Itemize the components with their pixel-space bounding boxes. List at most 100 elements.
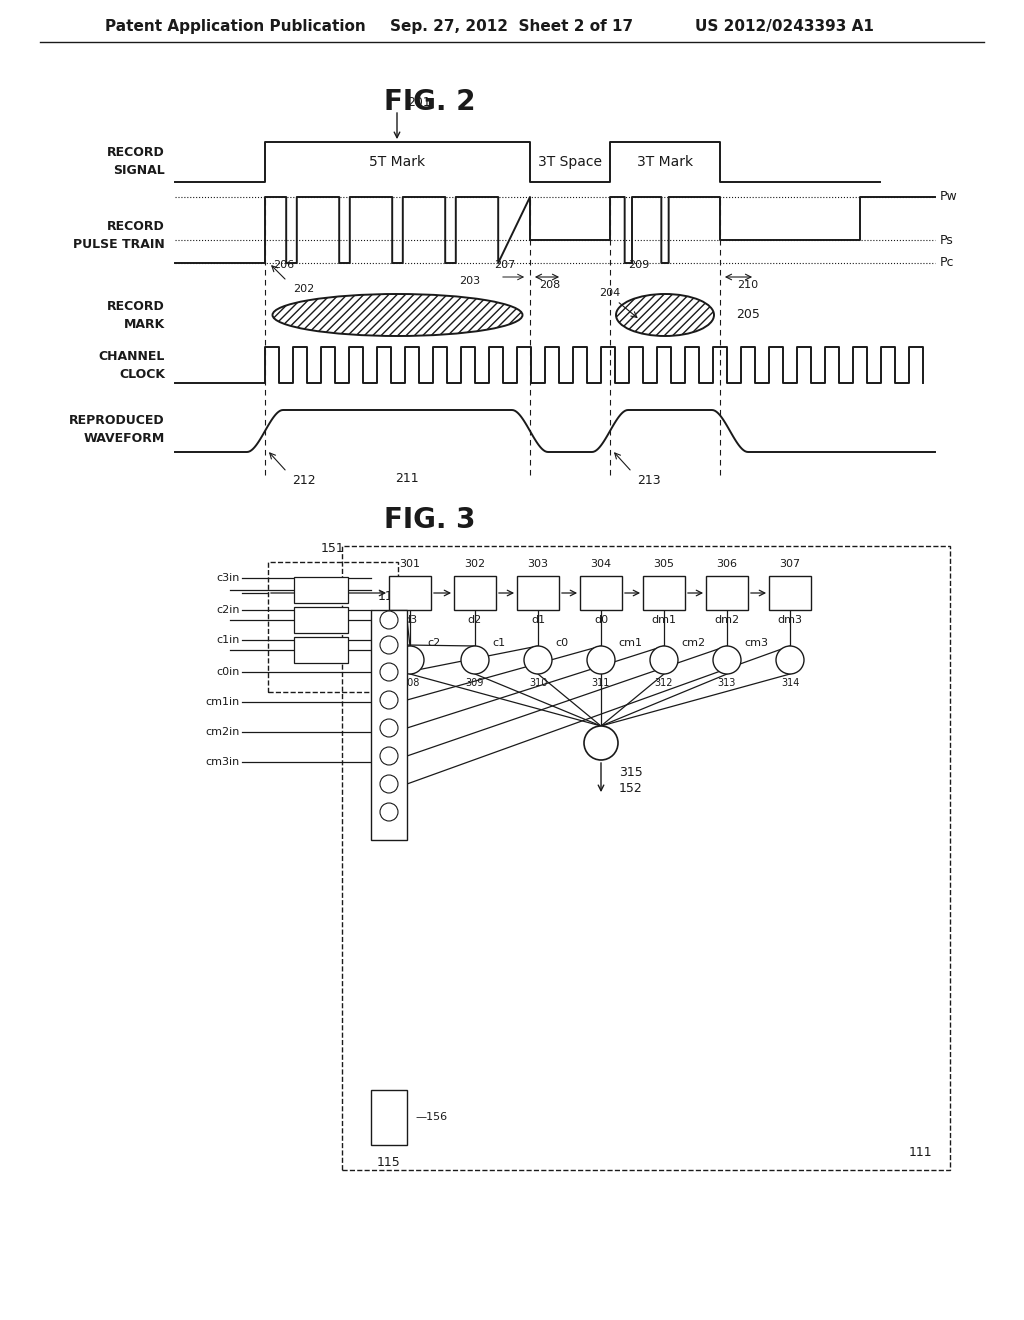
Text: cm2in: cm2in: [206, 727, 240, 737]
Text: c2: c2: [427, 638, 440, 648]
Text: 204: 204: [599, 288, 621, 298]
Text: 302: 302: [465, 558, 485, 569]
Text: —156: —156: [415, 1113, 447, 1122]
Text: 313: 313: [718, 678, 736, 688]
Text: 307: 307: [779, 558, 801, 569]
Text: 314: 314: [781, 678, 799, 688]
Text: Pw: Pw: [940, 190, 957, 203]
Circle shape: [524, 645, 552, 675]
Text: D: D: [595, 586, 607, 601]
Circle shape: [380, 663, 398, 681]
Bar: [371, 1090, 407, 1144]
Text: RECORD
MARK: RECORD MARK: [108, 300, 165, 330]
Bar: [580, 576, 622, 610]
Text: 213: 213: [637, 474, 660, 487]
Text: D: D: [404, 586, 416, 601]
Text: d0: d0: [594, 615, 608, 624]
Text: 151: 151: [322, 541, 345, 554]
Text: c0in: c0in: [217, 667, 240, 677]
Text: cm3in: cm3in: [206, 756, 240, 767]
Text: 304: 304: [591, 558, 611, 569]
Text: +1/2: +1/2: [307, 615, 335, 624]
Text: CHANNEL
CLOCK: CHANNEL CLOCK: [98, 350, 165, 380]
Circle shape: [380, 803, 398, 821]
Text: FIG. 3: FIG. 3: [384, 506, 476, 535]
Text: cm1in: cm1in: [206, 697, 240, 708]
Text: 207: 207: [495, 260, 516, 271]
Ellipse shape: [272, 294, 522, 337]
Text: 209: 209: [628, 260, 649, 271]
Text: US 2012/0243393 A1: US 2012/0243393 A1: [695, 20, 873, 34]
Text: ×: ×: [657, 652, 671, 668]
FancyBboxPatch shape: [294, 638, 348, 663]
Text: Pc: Pc: [940, 256, 954, 269]
Circle shape: [380, 690, 398, 709]
Text: d1: d1: [530, 615, 545, 624]
Circle shape: [380, 719, 398, 737]
Circle shape: [713, 645, 741, 675]
Text: 301: 301: [399, 558, 421, 569]
Text: 305: 305: [653, 558, 675, 569]
Text: 203: 203: [460, 276, 480, 286]
Text: cm2: cm2: [681, 638, 706, 648]
Text: RECORD
SIGNAL: RECORD SIGNAL: [108, 147, 165, 177]
Text: 114: 114: [377, 590, 400, 602]
Text: ×: ×: [783, 652, 797, 668]
Circle shape: [380, 775, 398, 793]
Text: c3in: c3in: [217, 573, 240, 583]
Text: c1in: c1in: [217, 635, 240, 645]
Text: +: +: [593, 734, 609, 752]
Circle shape: [380, 747, 398, 766]
Text: 212: 212: [292, 474, 315, 487]
Circle shape: [650, 645, 678, 675]
Text: cm3: cm3: [744, 638, 768, 648]
Text: Ps: Ps: [940, 234, 953, 247]
Text: c0: c0: [555, 638, 568, 648]
Text: +1/2: +1/2: [307, 585, 335, 595]
Text: 210: 210: [737, 280, 759, 290]
Text: 206: 206: [273, 260, 294, 271]
Text: D: D: [469, 586, 480, 601]
Text: dm1: dm1: [651, 615, 677, 624]
Circle shape: [396, 645, 424, 675]
Bar: [371, 610, 407, 840]
FancyBboxPatch shape: [294, 607, 348, 634]
Text: 152: 152: [618, 781, 643, 795]
Bar: [517, 576, 559, 610]
Bar: [706, 576, 748, 610]
Circle shape: [461, 645, 489, 675]
Text: 211: 211: [395, 471, 419, 484]
Circle shape: [380, 611, 398, 630]
FancyBboxPatch shape: [294, 577, 348, 603]
Text: c3: c3: [379, 615, 391, 624]
Text: cm1: cm1: [618, 638, 642, 648]
Text: D: D: [658, 586, 670, 601]
Bar: [643, 576, 685, 610]
Bar: [454, 576, 496, 610]
Text: 111: 111: [908, 1146, 932, 1159]
Text: ×: ×: [595, 652, 607, 668]
Text: d3: d3: [402, 615, 417, 624]
Text: Patent Application Publication: Patent Application Publication: [105, 20, 366, 34]
Text: ×: ×: [721, 652, 733, 668]
Text: dm2: dm2: [715, 615, 739, 624]
Text: c2in: c2in: [216, 605, 240, 615]
Text: 3T Space: 3T Space: [538, 154, 602, 169]
Text: 3T Mark: 3T Mark: [637, 154, 693, 169]
Text: c1: c1: [492, 638, 505, 648]
Text: REPRODUCED
WAVEFORM: REPRODUCED WAVEFORM: [70, 414, 165, 446]
Text: +1/2: +1/2: [307, 645, 335, 655]
Text: 315: 315: [618, 766, 643, 779]
Text: 201: 201: [407, 95, 431, 108]
Text: d2: d2: [468, 615, 482, 624]
Text: 312: 312: [654, 678, 673, 688]
Text: 309: 309: [466, 678, 484, 688]
Text: 115: 115: [377, 1156, 400, 1170]
Circle shape: [776, 645, 804, 675]
Text: 311: 311: [592, 678, 610, 688]
Text: D: D: [784, 586, 796, 601]
Text: ×: ×: [469, 652, 481, 668]
Text: 303: 303: [527, 558, 549, 569]
Text: dm3: dm3: [777, 615, 803, 624]
Text: Sep. 27, 2012  Sheet 2 of 17: Sep. 27, 2012 Sheet 2 of 17: [390, 20, 633, 34]
